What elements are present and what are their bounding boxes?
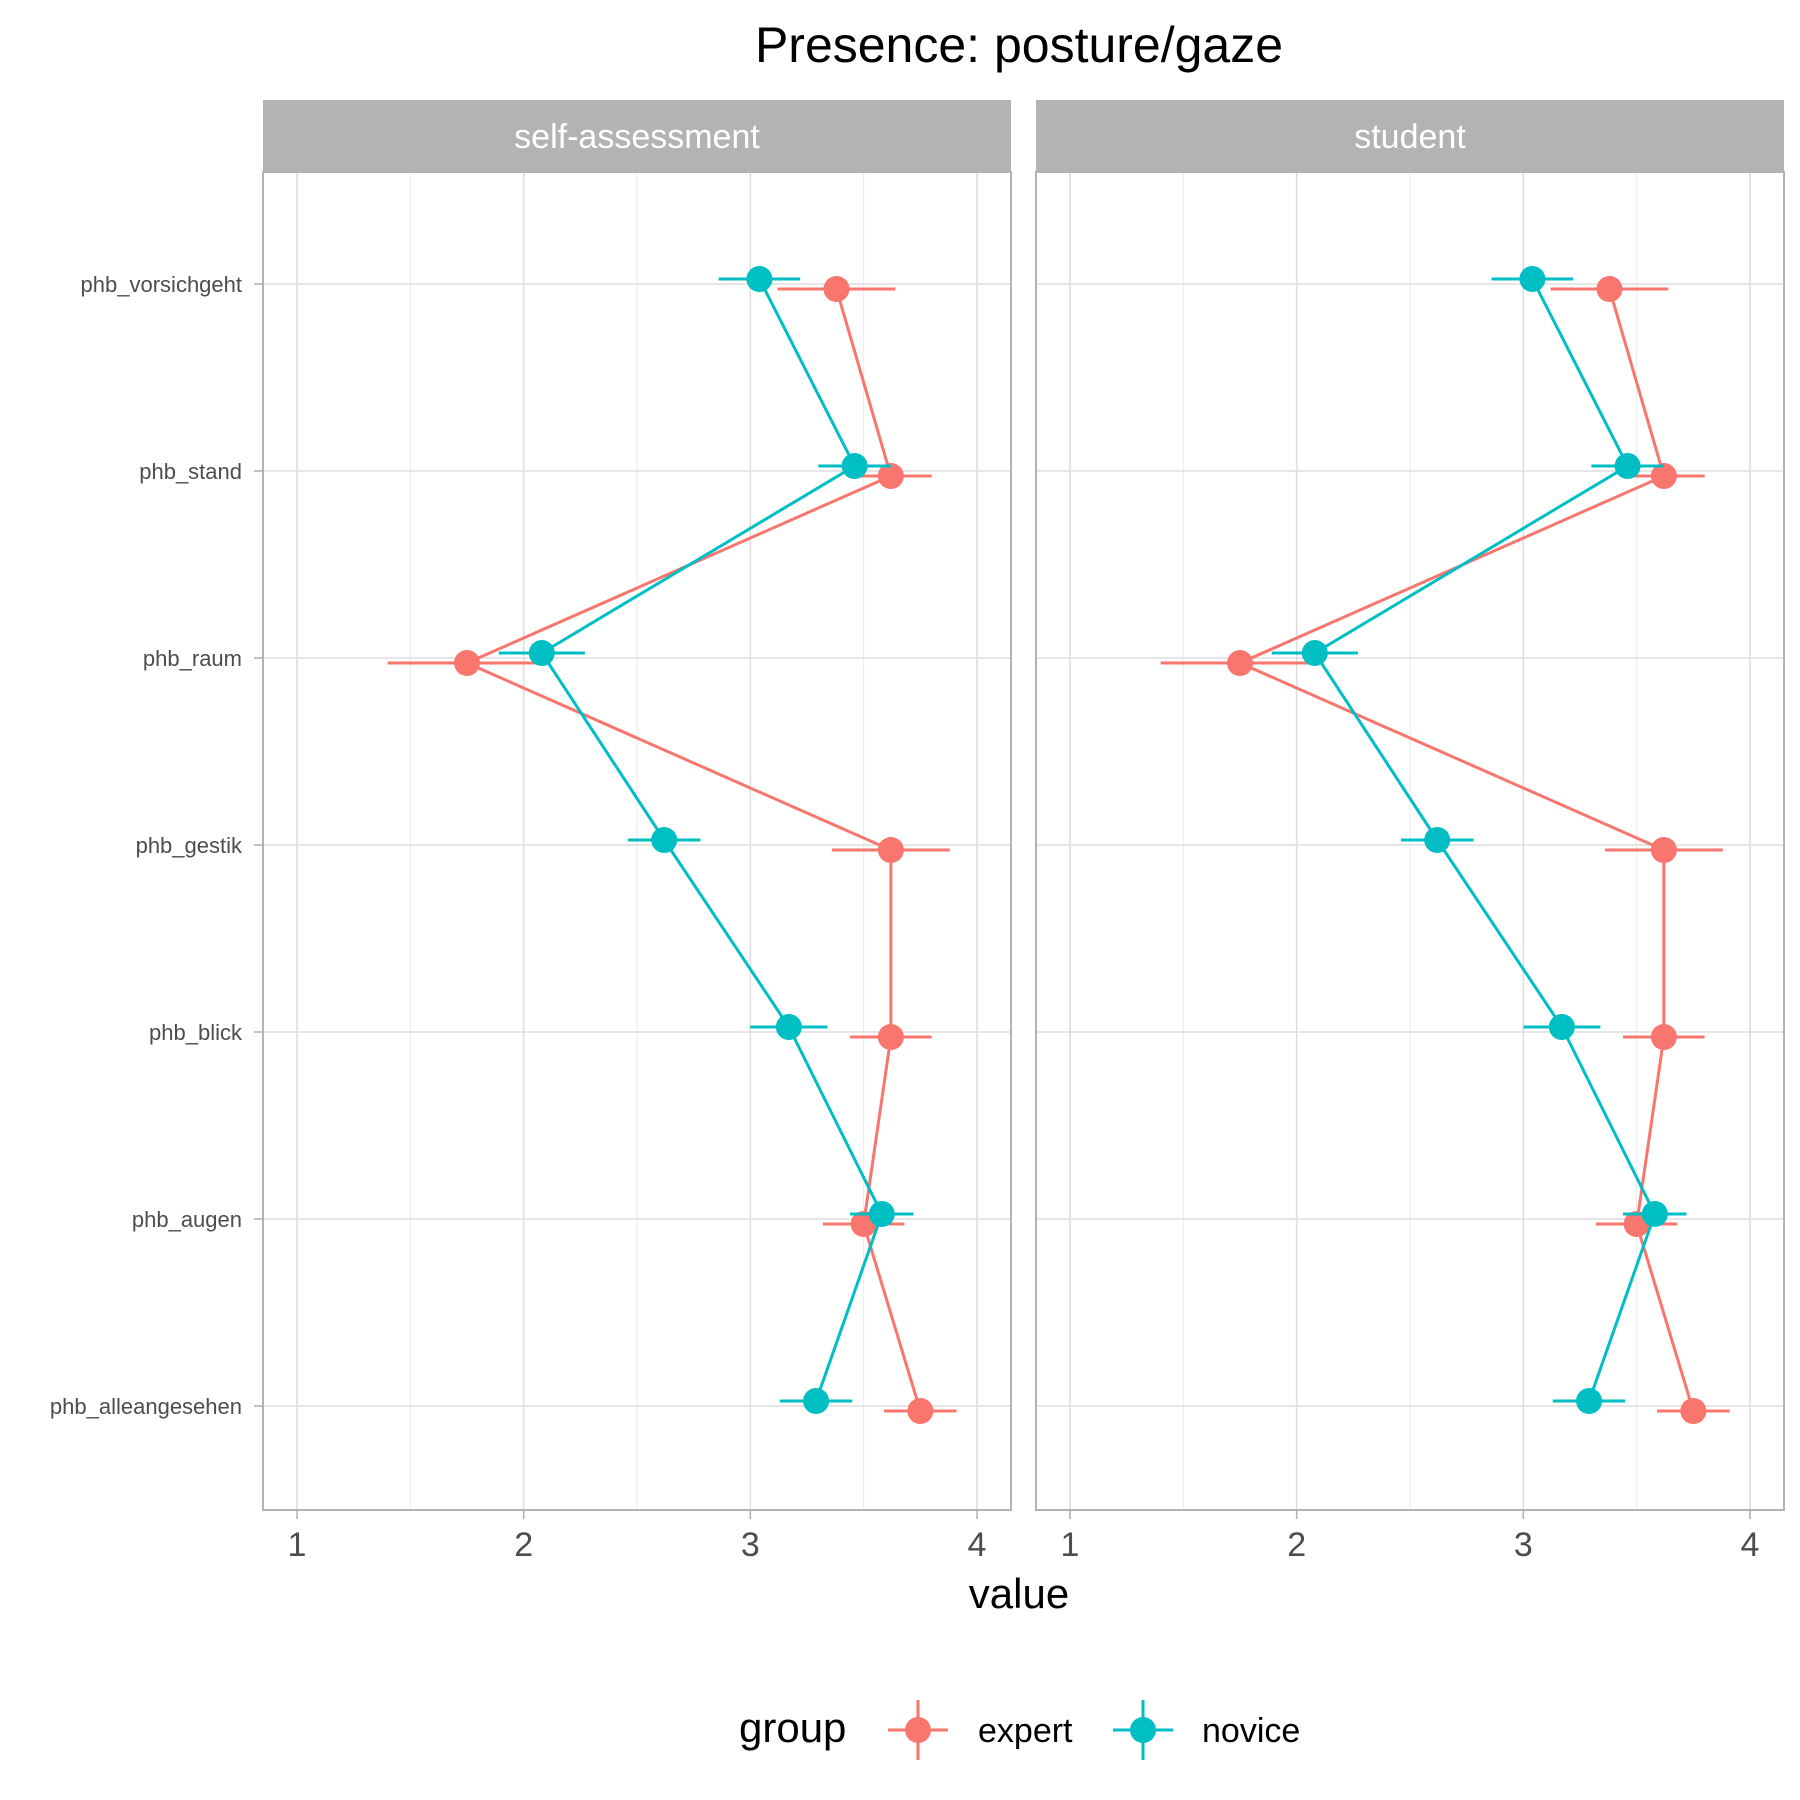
point-novice-phb_alleangesehen: [803, 1388, 830, 1414]
x-axis-title: value: [969, 1570, 1069, 1617]
facet-panel-self-assessment: self-assessment 1 2 3 4: [262, 100, 1012, 1564]
point-expert-phb_stand: [877, 463, 904, 489]
legend-key-point: [905, 1717, 931, 1743]
y-tick-label: phb_stand: [139, 459, 242, 484]
y-tick-label: phb_gestik: [136, 833, 243, 858]
point-expert-phb_raum: [454, 650, 480, 676]
facet-strip: [263, 100, 1011, 172]
chart-title: Presence: posture/gaze: [755, 17, 1283, 73]
x-tick-label: 1: [1061, 1526, 1080, 1564]
x-tick-label: 4: [968, 1526, 987, 1564]
y-axis: phb_vorsichgeht phb_stand phb_raum phb_gest…: [50, 272, 263, 1419]
panel-border: [1035, 171, 1785, 1511]
point-expert-phb_vorsichgeht: [1596, 276, 1623, 302]
series-expert: [387, 276, 957, 1424]
legend-title: group: [739, 1704, 846, 1751]
point-novice-phb_vorsichgeht: [1519, 266, 1546, 292]
point-novice-phb_stand: [1614, 453, 1641, 479]
point-novice-phb_augen: [1641, 1201, 1668, 1227]
point-novice-phb_alleangesehen: [1576, 1388, 1603, 1414]
point-expert-phb_gestik: [877, 837, 904, 863]
point-novice-phb_blick: [1548, 1014, 1575, 1040]
legend-entry-novice: novice: [1113, 1700, 1300, 1760]
y-tick-label: phb_alleangesehen: [50, 1394, 242, 1419]
legend-entry-expert: expert: [888, 1700, 1073, 1760]
point-expert-phb_vorsichgeht: [823, 276, 850, 302]
x-tick-label: 2: [514, 1526, 533, 1564]
legend-key-point: [1130, 1717, 1156, 1743]
point-expert-phb_raum: [1227, 650, 1253, 676]
point-novice-phb_raum: [528, 640, 555, 666]
x-tick-label: 1: [288, 1526, 307, 1564]
point-novice-phb_augen: [868, 1201, 895, 1227]
point-expert-phb_blick: [1650, 1024, 1677, 1050]
point-novice-phb_stand: [841, 453, 868, 479]
facet-strip: [1036, 100, 1784, 172]
x-tick-label: 2: [1287, 1526, 1306, 1564]
legend-label-expert: expert: [978, 1712, 1073, 1750]
facet-strip-label: student: [1354, 118, 1466, 156]
point-novice-phb_vorsichgeht: [746, 266, 773, 292]
point-expert-phb_alleangesehen: [907, 1398, 934, 1424]
y-tick-label: phb_augen: [132, 1207, 242, 1232]
point-expert-phb_alleangesehen: [1680, 1398, 1707, 1424]
x-tick-label: 3: [1514, 1526, 1533, 1564]
point-expert-phb_blick: [877, 1024, 904, 1050]
legend: group expert novice: [739, 1700, 1300, 1760]
series-novice: [1271, 266, 1687, 1414]
y-tick-label: phb_raum: [143, 646, 242, 671]
facet-panels: self-assessment 1 2 3 4 student 1 2 3 4: [262, 100, 1785, 1564]
point-novice-phb_gestik: [651, 827, 678, 853]
y-tick-label: phb_blick: [149, 1020, 243, 1045]
x-tick-label: 3: [741, 1526, 760, 1564]
y-tick-label: phb_vorsichgeht: [81, 272, 242, 297]
point-novice-phb_blick: [775, 1014, 802, 1040]
point-novice-phb_gestik: [1424, 827, 1451, 853]
point-expert-phb_stand: [1650, 463, 1677, 489]
legend-label-novice: novice: [1202, 1712, 1300, 1750]
facet-panel-student: student 1 2 3 4: [1035, 100, 1785, 1564]
series-expert: [1160, 276, 1730, 1424]
facet-strip-label: self-assessment: [514, 118, 760, 156]
point-expert-phb_gestik: [1650, 837, 1677, 863]
panel-border: [262, 171, 1012, 1511]
series-novice: [498, 266, 914, 1414]
point-novice-phb_raum: [1301, 640, 1328, 666]
x-tick-label: 4: [1741, 1526, 1760, 1564]
